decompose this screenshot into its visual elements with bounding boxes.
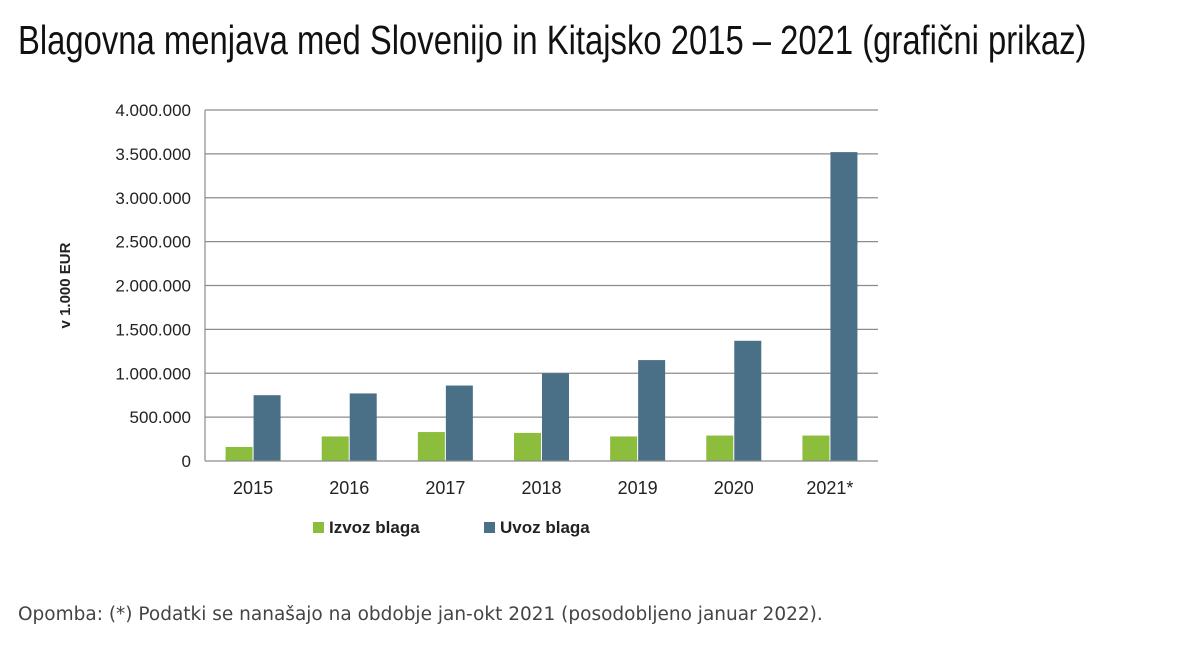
y-tick-label: 4.000.000 — [115, 101, 191, 120]
footnote: Opomba: (*) Podatki se nanašajo na obdob… — [18, 604, 823, 625]
x-tick-label: 2019 — [618, 478, 658, 498]
bar-izvoz-2021 — [802, 435, 830, 461]
bar-izvoz-2019 — [610, 436, 638, 461]
axes: 0 500.000 1.000.000 1.500.000 2.000.000 2.500… — [57, 101, 878, 498]
y-axis-label: v 1.000 EUR — [57, 242, 74, 328]
x-tick-label: 2015 — [233, 478, 273, 498]
bar-uvoz-2021 — [830, 152, 858, 461]
bars — [225, 152, 858, 461]
y-tick-label: 3.500.000 — [115, 145, 191, 164]
legend: Izvoz blaga Uvoz blaga — [313, 518, 590, 537]
bar-uvoz-2018 — [542, 373, 569, 461]
x-tick-label: 2021* — [806, 478, 853, 498]
bar-uvoz-2020 — [734, 340, 762, 461]
legend-label: Uvoz blaga — [500, 518, 590, 537]
x-tick-label: 2018 — [521, 478, 561, 498]
x-tick-label: 2016 — [329, 478, 369, 498]
bar-uvoz-2015 — [253, 395, 281, 461]
gridlines — [205, 109, 878, 418]
y-tick-label: 2.000.000 — [115, 277, 191, 296]
y-tick-label: 0 — [182, 452, 191, 471]
legend-label: Izvoz blaga — [329, 518, 420, 537]
bar-izvoz-2016 — [321, 436, 349, 461]
y-tick-label: 500.000 — [130, 408, 191, 427]
bar-uvoz-2017 — [445, 385, 473, 461]
x-tick-label: 2020 — [714, 478, 754, 498]
bar-izvoz-2020 — [706, 435, 734, 461]
y-tick-label: 3.000.000 — [115, 189, 191, 208]
bar-izvoz-2017 — [417, 432, 445, 461]
legend-swatch — [313, 522, 324, 533]
page-title: Blagovna menjava med Slovenijo in Kitajs… — [18, 17, 1087, 63]
bar-chart: 0 500.000 1.000.000 1.500.000 2.000.000 2.500… — [57, 101, 878, 537]
y-tick-label: 1.000.000 — [115, 364, 191, 383]
bar-izvoz-2015 — [225, 446, 253, 461]
bar-uvoz-2016 — [349, 393, 377, 461]
x-tick-label: 2017 — [425, 478, 465, 498]
bar-uvoz-2019 — [638, 360, 666, 461]
legend-swatch — [484, 522, 495, 533]
y-tick-label: 1.500.000 — [115, 320, 191, 339]
y-tick-label: 2.500.000 — [115, 233, 191, 252]
bar-izvoz-2018 — [514, 432, 541, 461]
